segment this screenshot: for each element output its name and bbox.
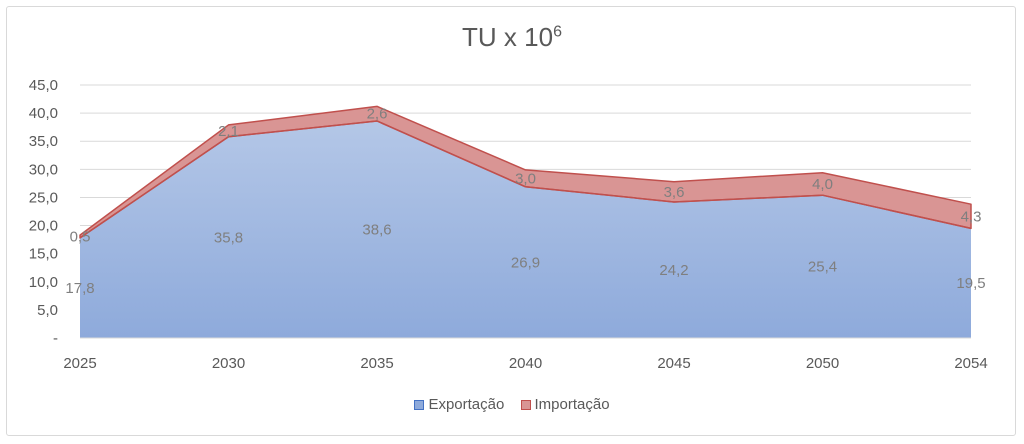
y-tick-label: 25,0 [29, 189, 58, 206]
y-tick-label: 10,0 [29, 274, 58, 291]
data-label-exportacao: 17,8 [65, 280, 94, 297]
legend-swatch-importacao [520, 399, 531, 410]
legend-label-importacao: Importação [534, 396, 610, 413]
data-label-exportacao: 26,9 [511, 254, 540, 271]
area-exportacao [80, 120, 971, 338]
chart-title-superscript: 6 [553, 23, 562, 41]
data-label-exportacao: 25,4 [808, 259, 837, 276]
data-label-exportacao: 19,5 [956, 275, 985, 292]
legend-label-exportacao: Exportação [428, 396, 505, 413]
legend: Exportação Importação [0, 396, 1024, 414]
data-label-importacao: 3,6 [664, 184, 685, 201]
data-label-importacao: 2,6 [367, 106, 388, 123]
data-label-importacao: 4,0 [812, 176, 833, 193]
data-label-importacao: 2,1 [218, 123, 239, 140]
chart-title: TU x 106 [0, 22, 1024, 53]
data-label-exportacao: 38,6 [362, 221, 391, 238]
x-tick-label: 2040 [509, 355, 542, 372]
legend-item-exportacao: Exportação [414, 396, 504, 413]
y-tick-label: 40,0 [29, 105, 58, 122]
x-tick-label: 2050 [806, 355, 839, 372]
data-label-importacao: 0,5 [70, 229, 91, 246]
data-labels: 17,8 35,8 38,6 26,9 24,2 25,4 19,5 0,5 2,1 2,6 3,0… [65, 106, 985, 297]
x-tick-label: 2030 [212, 355, 245, 372]
y-tick-label: 15,0 [29, 246, 58, 263]
legend-item-importacao: Importação [520, 396, 610, 413]
data-label-importacao: 3,0 [515, 170, 536, 187]
x-tick-label: 2035 [360, 355, 393, 372]
y-tick-label: 30,0 [29, 161, 58, 178]
data-label-exportacao: 35,8 [214, 229, 243, 246]
y-tick-label: 5,0 [37, 302, 58, 319]
x-tick-label: 2045 [657, 355, 690, 372]
line-exportacao-top [79, 120, 972, 239]
legend-swatch-exportacao [414, 399, 425, 410]
data-label-exportacao: 24,2 [659, 262, 688, 279]
chart-title-text: TU x 10 [462, 22, 554, 52]
x-tick-label: 2025 [63, 355, 96, 372]
y-tick-label: 45,0 [29, 77, 58, 94]
y-tick-label: - [53, 330, 58, 347]
x-tick-label: 2054 [954, 355, 987, 372]
area-series [79, 105, 972, 338]
axes: - 5,0 10,0 15,0 20,0 25,0 30,0 35,0 40,0 45,0 2025… [29, 77, 988, 372]
y-tick-label: 20,0 [29, 218, 58, 235]
data-label-importacao: 4,3 [961, 208, 982, 225]
y-tick-label: 35,0 [29, 133, 58, 150]
